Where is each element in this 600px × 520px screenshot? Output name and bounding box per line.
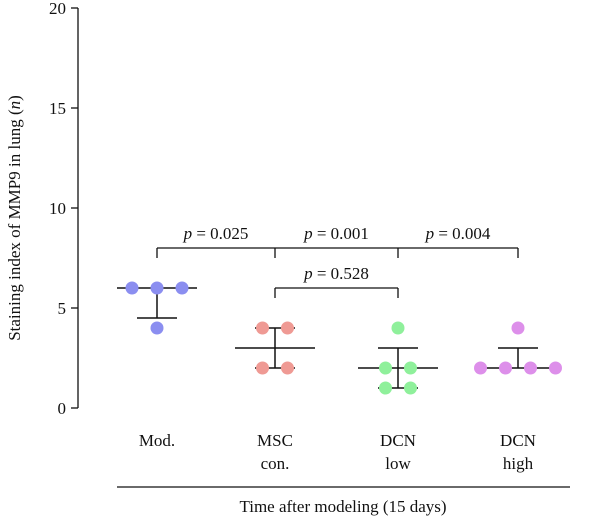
p-value-label: p = 0.004	[425, 224, 491, 243]
data-point	[175, 281, 189, 295]
category-label: con.	[261, 454, 290, 473]
points-group	[125, 281, 562, 395]
y-axis-label-text: Staining index of MMP9 in lung (	[5, 109, 24, 341]
data-point	[256, 361, 269, 375]
p-value-text: = 0.001	[313, 224, 369, 243]
y-tick-label: 10	[49, 199, 66, 218]
data-point	[524, 361, 537, 375]
data-point	[150, 281, 164, 295]
data-point	[391, 321, 405, 335]
p-value-text: = 0.025	[192, 224, 248, 243]
category-label: Mod.	[139, 431, 175, 450]
y-tick-label: 0	[58, 399, 67, 418]
data-point	[125, 281, 139, 295]
data-point	[549, 361, 562, 375]
data-point	[511, 321, 525, 335]
annotations-group	[156, 247, 519, 298]
p-value-label: p = 0.001	[303, 224, 369, 243]
axes-group	[71, 7, 570, 488]
data-point	[256, 321, 269, 335]
category-label: low	[385, 454, 411, 473]
data-point	[281, 361, 294, 375]
p-value-label: p = 0.528	[303, 264, 369, 283]
p-symbol: p	[303, 224, 313, 243]
p-symbol: p	[183, 224, 193, 243]
data-point	[404, 361, 417, 375]
y-axis-label: Staining index of MMP9 in lung (n)	[5, 95, 24, 341]
x-axis-label: Time after modeling (15 days)	[239, 497, 446, 516]
p-symbol: p	[425, 224, 435, 243]
p-value-text: = 0.004	[434, 224, 491, 243]
y-tick-label: 15	[49, 99, 66, 118]
data-point	[404, 381, 417, 395]
data-point	[499, 361, 512, 375]
y-tick-label: 5	[58, 299, 67, 318]
labels-group: 0 5 10 15 20 Staining index of MMP9 in lung (…	[5, 0, 536, 516]
category-label: MSC	[257, 431, 293, 450]
y-axis-label-text-end: )	[5, 95, 24, 101]
category-label: DCN	[380, 431, 416, 450]
data-point	[150, 321, 164, 335]
p-value-text: = 0.528	[313, 264, 369, 283]
category-label: DCN	[500, 431, 536, 450]
errorbars-group	[117, 287, 558, 389]
data-point	[379, 381, 392, 395]
category-label: high	[503, 454, 534, 473]
p-value-label: p = 0.025	[183, 224, 249, 243]
y-tick-label: 20	[49, 0, 66, 18]
data-point	[379, 361, 392, 375]
data-point	[474, 361, 487, 375]
p-symbol: p	[303, 264, 313, 283]
y-axis-label-italic: n	[5, 101, 24, 110]
data-point	[281, 321, 294, 335]
